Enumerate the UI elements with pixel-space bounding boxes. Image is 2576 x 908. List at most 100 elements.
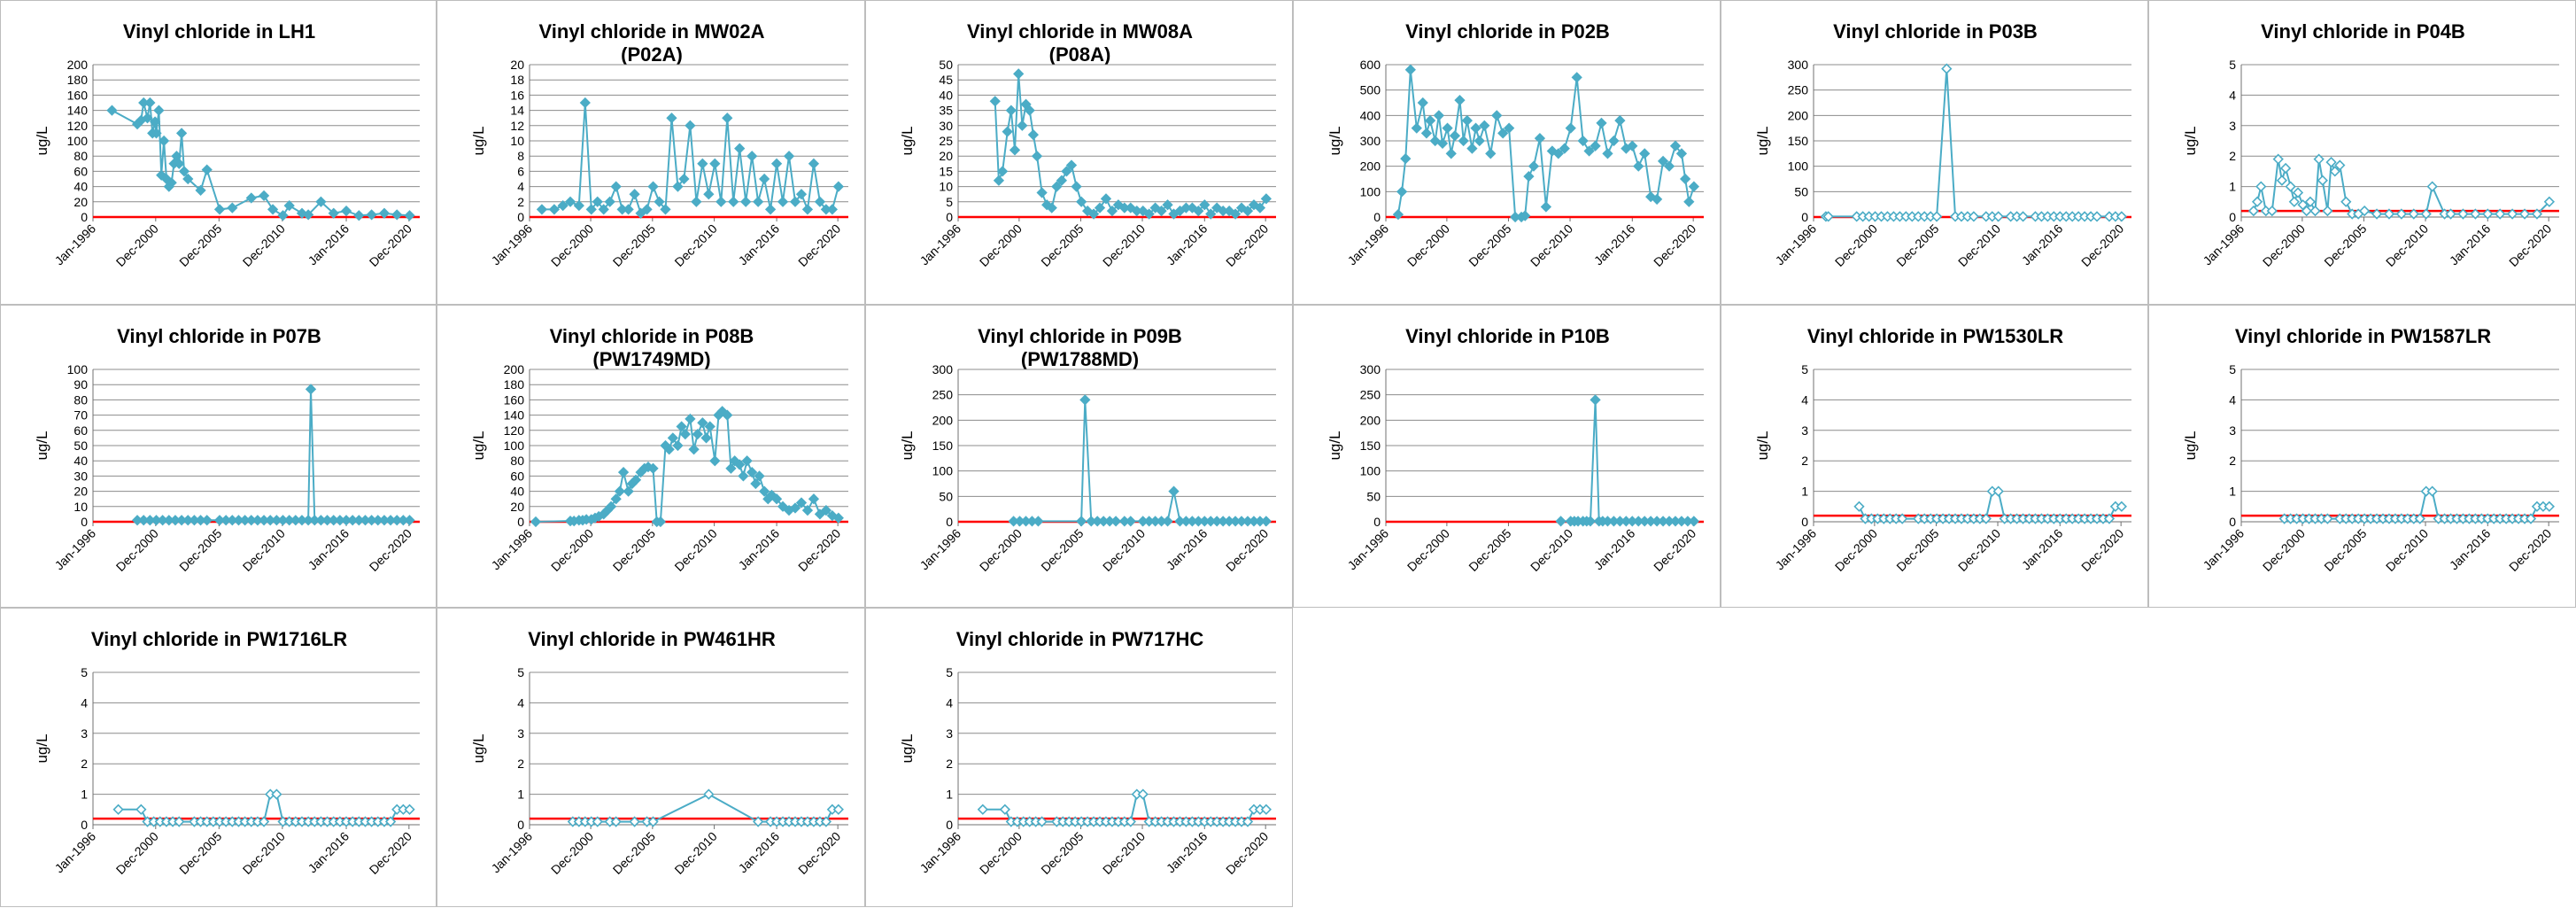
data-point bbox=[156, 169, 167, 181]
data-point bbox=[573, 199, 584, 212]
data-point bbox=[1417, 97, 1428, 109]
data-point bbox=[1675, 148, 1688, 159]
data-point bbox=[1442, 122, 1453, 134]
y-tick-label: 20 bbox=[73, 195, 88, 209]
y-axis-label: ug/L bbox=[470, 733, 487, 763]
data-point bbox=[610, 181, 622, 192]
data-point bbox=[592, 196, 603, 207]
data-point bbox=[814, 196, 826, 207]
chart-svg: Vinyl chloride in P04B ug/L 0 1 2 3 4 5 Jan-1996… bbox=[2182, 20, 2559, 269]
data-point bbox=[1504, 122, 1515, 134]
data-point bbox=[691, 196, 702, 207]
data-point bbox=[1061, 166, 1072, 177]
data-point bbox=[1076, 516, 1087, 527]
data-point bbox=[166, 177, 177, 189]
chart-panel: Vinyl chloride in PW717HC ug/L 0 1 2 3 4 5 Jan-1… bbox=[865, 608, 1293, 907]
data-point bbox=[2116, 211, 2127, 222]
data-point bbox=[716, 196, 727, 207]
chart-panel: Vinyl chloride in P09B (PW1788MD) ug/L 0 50 1… bbox=[865, 305, 1293, 608]
x-tick-label: Dec-2005 bbox=[2321, 221, 2369, 269]
data-point bbox=[610, 816, 622, 827]
x-tick-label: Jan-1996 bbox=[52, 221, 99, 268]
data-point bbox=[697, 158, 708, 169]
x-tick-label: Dec-2020 bbox=[367, 221, 414, 269]
data-point bbox=[1017, 120, 1028, 131]
chart-title: Vinyl chloride in PW717HC bbox=[956, 628, 1204, 650]
y-tick-label: 100 bbox=[67, 134, 89, 148]
data-point bbox=[2251, 196, 2263, 207]
data-point bbox=[227, 202, 238, 213]
data-point bbox=[1992, 211, 2004, 222]
data-point bbox=[1688, 181, 1699, 192]
data-point bbox=[1400, 152, 1412, 165]
data-point bbox=[725, 462, 737, 474]
data-point bbox=[647, 181, 659, 192]
data-point bbox=[1106, 205, 1118, 217]
data-point bbox=[1546, 145, 1558, 157]
data-point bbox=[1162, 516, 1173, 527]
y-tick-label: 2 bbox=[2229, 454, 2236, 468]
data-point bbox=[1436, 137, 1449, 149]
x-tick-label: Dec-2010 bbox=[1100, 526, 1148, 574]
y-tick-label: 0 bbox=[517, 210, 524, 224]
y-tick-label: 100 bbox=[1788, 159, 1809, 174]
x-tick-label: Dec-2000 bbox=[548, 829, 596, 877]
data-point bbox=[1242, 816, 1254, 827]
data-point bbox=[746, 151, 758, 162]
data-point bbox=[2371, 208, 2383, 220]
x-tick-label: Dec-2000 bbox=[1404, 526, 1452, 574]
data-point bbox=[777, 196, 789, 207]
y-tick-label: 140 bbox=[504, 408, 525, 423]
x-tick-label: Dec-2005 bbox=[610, 221, 658, 269]
data-point bbox=[174, 158, 185, 169]
x-tick-label: Dec-2005 bbox=[176, 221, 224, 269]
x-tick-label: Dec-2005 bbox=[176, 829, 224, 877]
y-tick-label: 18 bbox=[510, 73, 524, 87]
x-tick-label: Jan-2016 bbox=[2447, 526, 2494, 573]
data-point bbox=[1081, 205, 1094, 217]
y-tick-label: 400 bbox=[1360, 108, 1381, 122]
y-axis-label: ug/L bbox=[899, 431, 916, 460]
y-axis-label: ug/L bbox=[1327, 431, 1343, 460]
chart-title: Vinyl chloride in LH1 bbox=[123, 20, 315, 43]
data-point bbox=[1143, 208, 1155, 220]
y-tick-label: 2 bbox=[517, 195, 524, 209]
data-point bbox=[814, 508, 826, 520]
x-tick-label: Jan-2016 bbox=[306, 221, 352, 268]
x-tick-label: Dec-2020 bbox=[367, 526, 414, 574]
data-point bbox=[1071, 181, 1082, 192]
data-point bbox=[758, 173, 770, 185]
data-point bbox=[2482, 208, 2494, 220]
data-point bbox=[654, 196, 665, 207]
y-tick-label: 4 bbox=[1801, 392, 1808, 407]
chart-svg: Vinyl chloride in PW1530LR ug/L 0 1 2 3 4 5 Jan-… bbox=[1754, 325, 2131, 574]
data-point bbox=[1396, 186, 1408, 198]
y-tick-label: 50 bbox=[1794, 184, 1808, 198]
data-point bbox=[144, 97, 156, 109]
y-tick-label: 120 bbox=[504, 423, 525, 438]
y-axis-label: ug/L bbox=[470, 126, 487, 155]
data-point bbox=[1100, 193, 1112, 205]
chart-title: Vinyl chloride in P07B bbox=[117, 325, 321, 347]
x-tick-label: Dec-2020 bbox=[1223, 829, 1271, 877]
x-tick-label: Dec-2020 bbox=[1651, 526, 1698, 574]
data-point bbox=[1156, 205, 1167, 217]
data-point bbox=[1005, 105, 1017, 116]
y-tick-label: 0 bbox=[946, 210, 953, 224]
chart-panel: Vinyl chloride in P02B ug/L 0 100 200 300 400 5… bbox=[1293, 0, 1721, 305]
data-point bbox=[153, 105, 165, 116]
series-line bbox=[112, 102, 410, 217]
data-point bbox=[789, 196, 801, 207]
chart-panel: Vinyl chloride in MW02A (P02A) ug/L 0 2 4 6 8 10… bbox=[437, 0, 865, 305]
x-tick-label: Jan-2016 bbox=[1164, 526, 1211, 573]
y-axis-label: ug/L bbox=[34, 733, 50, 763]
y-tick-label: 200 bbox=[1360, 159, 1381, 174]
x-tick-label: Dec-2020 bbox=[2506, 221, 2554, 269]
data-point bbox=[808, 158, 820, 169]
x-tick-label: Dec-2005 bbox=[1466, 221, 1513, 269]
data-point bbox=[1596, 117, 1607, 129]
data-point bbox=[1688, 516, 1699, 527]
data-point bbox=[1466, 143, 1478, 154]
chart-panel: Vinyl chloride in P04B ug/L 0 1 2 3 4 5 Jan-1996… bbox=[2148, 0, 2576, 305]
